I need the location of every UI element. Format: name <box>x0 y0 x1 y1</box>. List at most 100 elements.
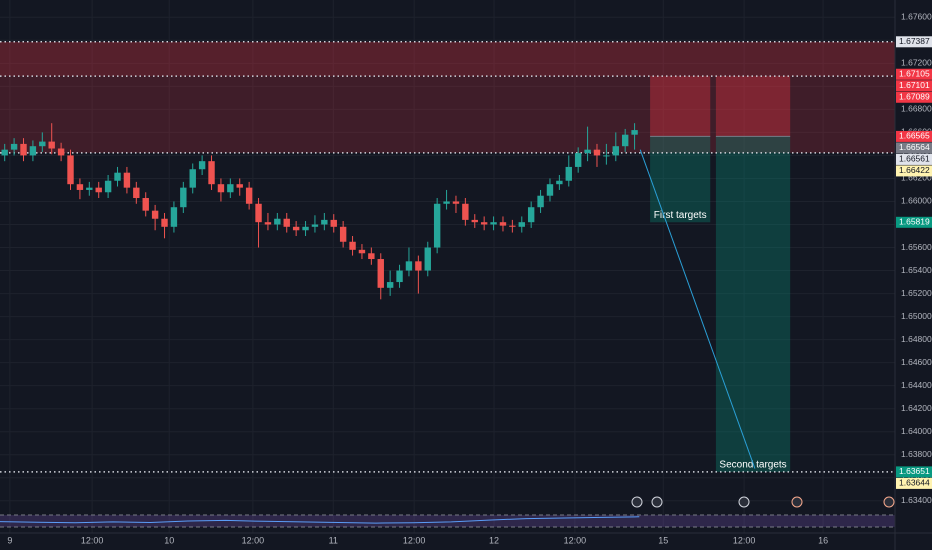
trend-line <box>639 149 756 469</box>
candle-body <box>499 222 507 226</box>
target-label: Second targets <box>719 460 786 471</box>
candle-body <box>565 166 572 181</box>
candle-body <box>227 184 234 193</box>
candle-body <box>292 226 300 231</box>
price-label: 1.65819 <box>899 217 930 227</box>
candle-body <box>208 161 215 185</box>
price-label: 1.67105 <box>899 69 930 79</box>
indicator-band <box>0 515 895 527</box>
candle-body <box>405 261 413 271</box>
y-tick-label: 1.64600 <box>901 357 932 367</box>
candle-body <box>57 148 65 156</box>
candle-body <box>480 222 488 225</box>
price-label: 1.67101 <box>899 80 930 90</box>
y-tick-label: 1.64200 <box>901 403 932 413</box>
x-tick-label: 9 <box>7 535 12 545</box>
target-box <box>650 136 711 223</box>
plot: First targets Second targets <box>0 0 895 533</box>
price-label-box <box>896 466 932 478</box>
price-label-box <box>896 216 932 228</box>
price-label-box <box>896 68 932 80</box>
event-icon[interactable] <box>651 496 663 508</box>
candle-body <box>245 187 253 204</box>
candle-body <box>443 201 450 204</box>
x-tick-label: 15 <box>658 535 668 545</box>
event-icon[interactable] <box>738 496 750 508</box>
zone <box>0 41 895 77</box>
candle-body <box>452 201 460 204</box>
candle-body <box>311 224 319 227</box>
event-icon[interactable] <box>883 496 895 508</box>
candle-body <box>368 253 375 260</box>
candle-body <box>424 247 431 271</box>
x-tick-label: 12 <box>489 535 499 545</box>
candle-body <box>255 203 262 223</box>
y-tick-label: 1.65400 <box>901 265 932 275</box>
candle-body <box>161 218 168 227</box>
candle-body <box>283 218 290 227</box>
candle-body <box>490 222 497 225</box>
event-icon[interactable] <box>791 496 803 508</box>
event-icon[interactable] <box>631 496 643 508</box>
candle-body <box>631 130 638 135</box>
y-tick-label: 1.64400 <box>901 380 932 390</box>
candle-body <box>518 222 525 227</box>
zone <box>0 76 895 153</box>
candle-body <box>10 143 18 150</box>
candle-body <box>29 146 37 156</box>
candle-body <box>415 261 422 271</box>
x-tick-label: 12:00 <box>81 535 104 545</box>
x-tick-label: 12:00 <box>733 535 756 545</box>
candle-body <box>377 259 384 288</box>
price-label: 1.67089 <box>899 92 930 102</box>
candle-body <box>20 143 27 156</box>
x-tick-label: 12:00 <box>242 535 265 545</box>
stop-box <box>715 76 791 137</box>
candle-body <box>133 187 140 199</box>
candle-body <box>330 219 337 227</box>
candle-body <box>471 219 478 223</box>
candle-body <box>593 149 601 156</box>
candle-body <box>509 225 516 227</box>
candle-body <box>621 134 629 147</box>
price-label-box <box>896 91 932 103</box>
candle-body <box>527 207 535 223</box>
candle-body <box>546 184 554 196</box>
y-tick-label: 1.64800 <box>901 334 932 344</box>
candle-body <box>48 141 55 149</box>
stop-box <box>650 76 711 137</box>
candle-body <box>339 226 347 242</box>
price-label-box <box>896 142 932 154</box>
price-label-box <box>896 80 932 92</box>
candle-body <box>1 149 8 156</box>
y-tick-label: 1.66200 <box>901 173 932 183</box>
y-tick-label: 1.67200 <box>901 58 932 68</box>
candle-body <box>123 172 131 188</box>
y-tick-label: 1.66800 <box>901 104 932 114</box>
y-tick-label: 1.64000 <box>901 426 932 436</box>
candle-body <box>462 203 469 220</box>
y-tick-label: 1.63400 <box>901 495 932 505</box>
candle-body <box>612 146 619 156</box>
candle-body <box>95 187 102 193</box>
indicator-line <box>0 516 640 524</box>
candle-body <box>584 149 591 154</box>
candle-body <box>349 241 356 250</box>
target-box <box>715 136 791 472</box>
candle-body <box>274 218 281 225</box>
candle-body <box>217 184 225 193</box>
candle-body <box>170 207 178 227</box>
candle-body <box>574 153 582 167</box>
candle-body <box>433 203 441 248</box>
candle-body <box>321 219 328 225</box>
candle-body <box>142 198 149 211</box>
price-label: 1.66422 <box>899 165 930 175</box>
candle-body <box>180 187 187 208</box>
candle-body <box>302 226 309 231</box>
y-tick-label: 1.66000 <box>901 196 932 206</box>
price-label-box <box>896 165 932 177</box>
price-label-box <box>896 130 932 142</box>
price-label: 1.67387 <box>899 36 930 46</box>
y-tick-label: 1.67600 <box>901 12 932 22</box>
